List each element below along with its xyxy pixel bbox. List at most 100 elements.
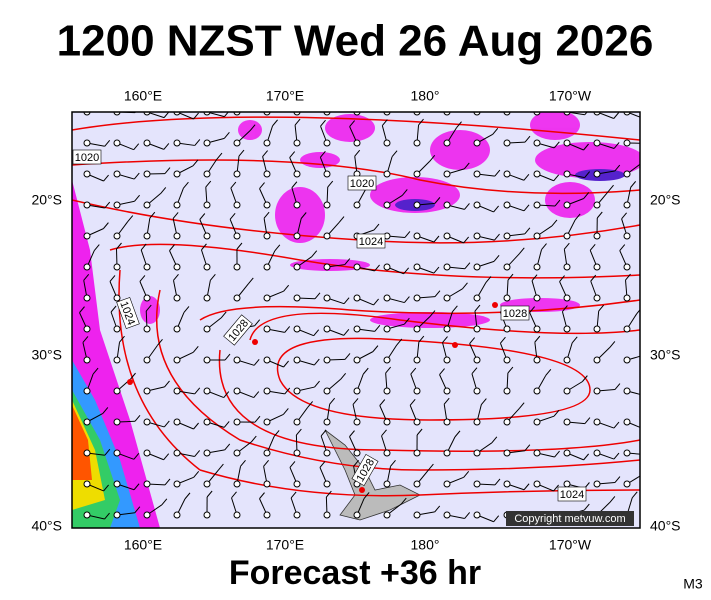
barb-flag [133, 452, 140, 460]
barb-flag [353, 460, 359, 467]
barb-flag [193, 471, 200, 478]
barb-flag [133, 483, 140, 491]
barb-flag [545, 368, 552, 376]
barb-station [563, 449, 571, 457]
map-frame [71, 111, 641, 529]
barb-station [563, 263, 571, 271]
barb-station [443, 511, 451, 519]
barb-station [383, 480, 391, 488]
barb-flag [429, 154, 436, 162]
barb-flag [574, 213, 581, 221]
barb-station [533, 356, 541, 364]
barb-station [143, 387, 151, 395]
barb-station [353, 139, 361, 147]
barb-station [83, 511, 91, 519]
barb-flag [493, 255, 500, 262]
lat-label: 40°S [650, 518, 681, 534]
barb-station [83, 263, 91, 271]
barb-flag [363, 492, 370, 499]
barb-station [113, 511, 121, 519]
barb-station [293, 139, 301, 147]
barb-station [623, 232, 631, 240]
isobar-label: 1024 [557, 486, 587, 502]
barb-flag [507, 273, 514, 281]
barb-station [533, 201, 541, 209]
barb-flag [224, 132, 230, 139]
barb-flag [631, 491, 638, 499]
barb-flag [254, 319, 261, 327]
barb-flag [443, 397, 450, 405]
barb-flag [523, 483, 530, 491]
barb-flag [563, 242, 570, 250]
barb-station [413, 232, 421, 240]
barb-station [293, 418, 301, 426]
barb-station [473, 449, 481, 457]
barb-flag [194, 139, 201, 146]
barb-station [173, 449, 181, 457]
barb-flag [518, 247, 525, 255]
barb-flag [614, 383, 621, 390]
barb-station [263, 139, 271, 147]
barb-flag [164, 167, 171, 174]
barb-flag [344, 258, 351, 265]
barb-flag [229, 213, 236, 220]
barb-flag [273, 430, 280, 437]
barb-flag [250, 435, 257, 443]
barb-station [83, 387, 91, 395]
barb-flag [134, 414, 141, 422]
barb-station [323, 201, 331, 209]
barb-flag [201, 243, 207, 251]
barb-station [533, 170, 541, 178]
isobar-label-box [223, 314, 253, 346]
isobar-label-box [72, 149, 102, 165]
barb-flag [493, 515, 500, 523]
barb-flag [523, 173, 530, 181]
barb-station [203, 232, 211, 240]
barb-flag [338, 216, 345, 223]
barb-station [413, 139, 421, 147]
barb-station [473, 232, 481, 240]
barb-station [113, 356, 121, 364]
barb-flag [494, 478, 501, 486]
barb-flag [474, 304, 481, 312]
barb-station [593, 139, 601, 147]
barb-flag [223, 391, 230, 398]
barb-station [143, 139, 151, 147]
barb-flag [480, 398, 487, 405]
barb-station [503, 387, 511, 395]
barb-flag [352, 398, 359, 405]
barb-flag [644, 423, 649, 429]
barb-station [113, 294, 121, 302]
barb-flag [230, 181, 237, 189]
barb-station [413, 449, 421, 457]
barb-flag [133, 172, 140, 180]
barb-station [413, 201, 421, 209]
barb-station [533, 387, 541, 395]
barb-station [113, 325, 121, 333]
barb-station [203, 263, 211, 271]
barb-station [113, 139, 121, 147]
barb-flag [396, 338, 403, 346]
barb-flag [104, 512, 110, 520]
barb-station [173, 511, 181, 519]
barb-flag [145, 304, 152, 312]
barb-station [623, 263, 631, 271]
barb-flag [349, 430, 355, 437]
barb-flag [596, 211, 603, 219]
barb-flag [581, 375, 588, 382]
barb-station [353, 449, 361, 457]
barb-flag [416, 428, 423, 436]
barb-station [263, 201, 271, 209]
barb-station [443, 294, 451, 302]
barb-station [323, 139, 331, 147]
barb-flag [373, 298, 379, 306]
barb-station [353, 418, 361, 426]
barb-station [233, 418, 241, 426]
isobar-label-box [356, 233, 386, 249]
barb-station [533, 139, 541, 147]
barb-station [593, 356, 601, 364]
barb-flag [104, 139, 111, 147]
barb-station [383, 449, 391, 457]
barb-station [113, 170, 121, 178]
